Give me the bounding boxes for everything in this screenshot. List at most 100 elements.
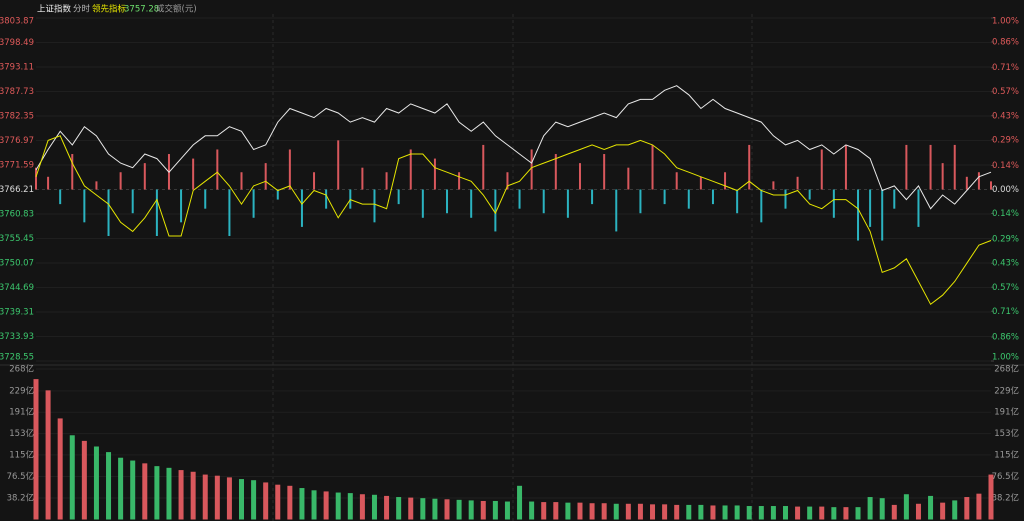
y-tick-label: 3739.31 [0,308,34,318]
volume-tick-label-right: 229亿 [994,385,1019,396]
diff-bar [554,154,557,190]
y-tick-label: 3733.93 [0,332,34,342]
diff-bar [95,181,98,190]
volume-bar [565,502,571,520]
volume-bar [444,499,450,520]
diff-bar [699,176,702,190]
volume-bar [81,440,87,520]
volume-bar [625,503,631,520]
volume-bar [553,502,559,520]
diff-bar [155,189,158,236]
volume-bar [118,457,124,520]
diff-bar [482,144,485,190]
diff-bar [965,176,968,190]
volume-tick-label: 153亿 [9,428,34,439]
volume-bar [867,497,873,520]
volume-bar [166,467,172,520]
diff-bar [458,172,461,190]
diff-bar [832,189,835,218]
volume-tick-label-right: 115亿 [994,449,1019,460]
volume-bar [952,500,958,520]
volume-bar [202,474,208,520]
volume-bar [93,446,99,520]
diff-bar [844,144,847,190]
y-tick-label: 3787.73 [0,87,34,97]
diff-bar [518,189,521,209]
diff-bar [216,149,219,190]
volume-tick-label-right: 191亿 [994,407,1019,418]
y-tick-label: 3760.83 [0,210,34,220]
volume-bar [577,502,583,520]
y2-tick-label: 1.00% [992,353,1019,363]
diff-bar [385,172,388,190]
y-tick-label: 3782.35 [0,112,34,122]
indicator-name: 领先指标 [92,4,127,15]
volume-bar [650,504,656,520]
volume-tick-label-right: 153亿 [994,428,1019,439]
volume-tick-label: 268亿 [9,364,34,375]
symbol-name: 上证指数 [37,4,72,15]
y2-tick-label: 0.86% [992,38,1019,48]
volume-bar [33,379,39,520]
volume-tick-label: 229亿 [9,385,34,396]
volume-bar [819,506,825,520]
diff-bar [542,189,545,214]
y-tick-label: 3771.59 [0,161,34,171]
diff-bar [784,189,787,209]
diff-bar [917,189,920,227]
volume-bar [154,466,160,520]
volume-bar [106,452,112,520]
volume-bar [795,506,801,520]
volume-tick-label: 115亿 [9,449,34,460]
diff-bar [446,189,449,214]
diff-bar [204,189,207,209]
diff-bar [71,154,74,190]
diff-bar [748,144,751,190]
y2-tick-label: 0.14% [992,161,1019,171]
volume-bar [432,498,438,520]
diff-bar [228,189,231,236]
diff-bar [724,172,727,190]
volume-bar [299,488,305,520]
volume-bar [915,503,921,520]
volume-bar [359,494,365,520]
volume-bar [251,480,257,520]
volume-bar [928,495,934,520]
volume-bar [855,507,861,520]
y2-tick-label: 0.57% [992,283,1019,293]
y-tick-label: 3803.87 [0,17,34,27]
diff-bar [397,189,400,205]
volume-bar [504,501,510,520]
diff-bar [47,176,50,190]
volume-bar [686,504,692,520]
volume-bar [722,505,728,520]
volume-bar [613,503,619,520]
volume-bar [782,506,788,520]
volume-bar [891,504,897,520]
diff-bar [143,163,146,190]
volume-tick-label: 191亿 [9,407,34,418]
diff-bar [760,189,763,223]
y2-tick-label: 0.29% [992,235,1019,245]
volume-bar [831,507,837,520]
volume-bar [734,505,740,520]
diff-bar [276,189,279,200]
volume-bar [239,479,245,520]
diff-bar [869,189,872,227]
diff-bar [990,181,992,190]
volume-bar [637,503,643,520]
mode-label[interactable]: 分时 [73,4,91,15]
volume-tick-label-right: 76.5亿 [992,471,1019,482]
y-tick-label: 3766.21 [0,185,34,195]
volume-bar [541,502,547,520]
diff-bar [530,149,533,190]
volume-bar [529,501,535,520]
volume-bar [589,503,595,520]
diff-bar [131,189,134,214]
diff-bar [288,149,291,190]
diff-bar [603,154,606,190]
diff-bar [421,189,424,218]
y-tick-label: 3798.49 [0,38,34,48]
diff-bar [470,189,473,218]
